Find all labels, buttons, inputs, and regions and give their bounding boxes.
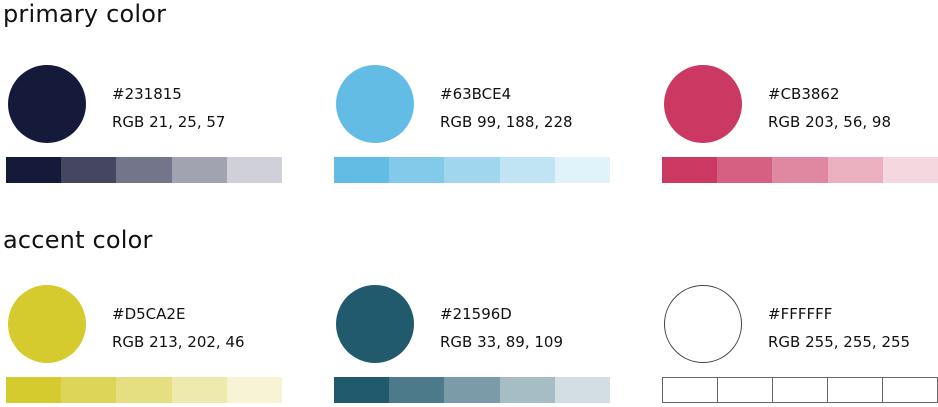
tint-cell: [772, 377, 827, 403]
tint-strip: [6, 377, 283, 403]
swatch-primary-3: #CB3862 RGB 203, 56, 98: [662, 65, 938, 183]
tint-cell: [827, 157, 883, 183]
tint-cell: [554, 157, 611, 183]
tint-cell: [882, 377, 938, 403]
section-title-primary: primary color: [3, 0, 167, 28]
tint-cell: [389, 377, 445, 403]
swatch-primary-2: #63BCE4 RGB 99, 188, 228: [334, 65, 611, 183]
tint-cell: [717, 377, 772, 403]
tint-cell: [334, 377, 390, 403]
rgb-value: RGB 203, 56, 98: [768, 113, 891, 131]
color-circle: [8, 65, 86, 143]
tint-cell: [171, 157, 227, 183]
rgb-value: RGB 21, 25, 57: [112, 113, 226, 131]
rgb-value: RGB 99, 188, 228: [440, 113, 573, 131]
tint-cell: [6, 157, 62, 183]
tint-strip: [662, 377, 938, 403]
swatch-accent-3: #FFFFFF RGB 255, 255, 255: [662, 285, 938, 403]
tint-cell: [6, 377, 62, 403]
tint-cell: [554, 377, 611, 403]
hex-code: #231815: [112, 85, 182, 103]
hex-code: #63BCE4: [440, 85, 512, 103]
tint-cell: [171, 377, 227, 403]
tint-cell: [662, 377, 717, 403]
tint-strip: [6, 157, 283, 183]
section-title-accent: accent color: [3, 226, 153, 254]
tint-cell: [61, 157, 117, 183]
tint-cell: [499, 377, 555, 403]
swatch-accent-1: #D5CA2E RGB 213, 202, 46: [6, 285, 283, 403]
tint-strip: [334, 157, 611, 183]
tint-cell: [116, 157, 172, 183]
tint-cell: [226, 157, 283, 183]
tint-cell: [334, 157, 390, 183]
color-circle: [336, 65, 414, 143]
color-circle: [8, 285, 86, 363]
tint-cell: [389, 157, 445, 183]
tint-cell: [444, 377, 500, 403]
rgb-value: RGB 33, 89, 109: [440, 333, 563, 351]
color-circle: [336, 285, 414, 363]
tint-cell: [116, 377, 172, 403]
swatch-primary-1: #231815 RGB 21, 25, 57: [6, 65, 283, 183]
hex-code: #21596D: [440, 305, 512, 323]
tint-cell: [444, 157, 500, 183]
tint-cell: [662, 157, 718, 183]
tint-cell: [226, 377, 283, 403]
hex-code: #CB3862: [768, 85, 840, 103]
color-circle: [664, 65, 742, 143]
tint-strip: [662, 157, 938, 183]
tint-strip: [334, 377, 611, 403]
color-circle: [664, 285, 742, 363]
tint-cell: [772, 157, 828, 183]
hex-code: #FFFFFF: [768, 305, 833, 323]
tint-cell: [882, 157, 938, 183]
tint-cell: [499, 157, 555, 183]
tint-cell: [61, 377, 117, 403]
rgb-value: RGB 255, 255, 255: [768, 333, 911, 351]
hex-code: #D5CA2E: [112, 305, 186, 323]
rgb-value: RGB 213, 202, 46: [112, 333, 245, 351]
tint-cell: [827, 377, 882, 403]
tint-cell: [717, 157, 773, 183]
swatch-accent-2: #21596D RGB 33, 89, 109: [334, 285, 611, 403]
